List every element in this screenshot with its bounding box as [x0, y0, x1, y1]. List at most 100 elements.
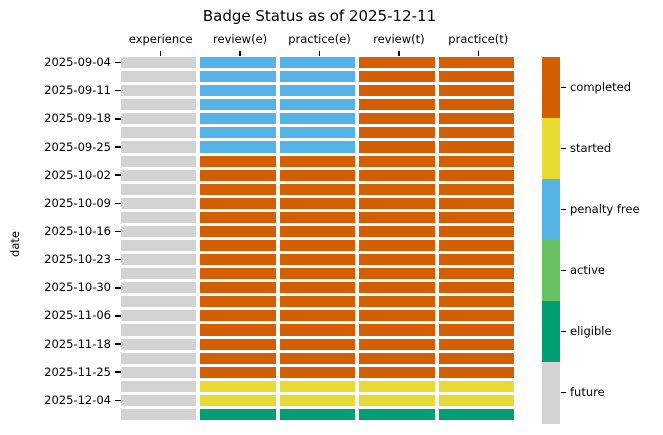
y-tick-label: 2025-10-02	[44, 167, 111, 182]
heatmap-cell	[279, 99, 356, 111]
y-tick-label: 2025-10-23	[44, 252, 111, 267]
heatmap-cell	[359, 366, 435, 378]
heatmap-cell	[121, 296, 197, 308]
heatmap-cell	[359, 338, 435, 350]
y-tick-mark	[115, 89, 121, 92]
heatmap-cell	[438, 71, 514, 83]
y-tick-mark	[115, 118, 121, 120]
heatmap-cell	[279, 352, 356, 364]
heatmap-cell	[200, 225, 276, 237]
heatmap-cell	[359, 254, 435, 266]
heatmap-cell	[438, 211, 514, 223]
heatmap-cell	[359, 71, 435, 83]
heatmap-cell	[279, 268, 356, 280]
heatmap-cell	[121, 155, 197, 167]
heatmap-cell	[279, 127, 356, 139]
heatmap-cell	[200, 380, 276, 392]
heatmap-cell	[279, 197, 356, 209]
heatmap-cell	[359, 57, 435, 69]
heatmap-cell	[438, 113, 514, 125]
heatmap-cell	[438, 366, 514, 378]
colorbar-tick-mark	[561, 208, 566, 211]
heatmap-cell	[200, 197, 276, 209]
y-tick-label: 2025-12-04	[44, 392, 111, 407]
y-tick-label: 2025-09-18	[44, 111, 111, 126]
heatmap-cell	[200, 183, 276, 195]
colorbar-tick-mark	[561, 86, 566, 89]
heatmap-cell	[359, 268, 435, 280]
heatmap-cell	[200, 211, 276, 223]
heatmap-cell	[121, 408, 197, 420]
heatmap-cell	[200, 155, 276, 167]
heatmap-cell	[359, 408, 435, 420]
heatmap-cell	[438, 240, 514, 252]
heatmap-cell	[121, 169, 197, 181]
heatmap-cell	[121, 211, 197, 223]
heatmap-cell	[359, 155, 435, 167]
heatmap-cell	[121, 240, 197, 252]
colorbar-label: future	[570, 384, 605, 399]
heatmap-cell	[359, 282, 435, 294]
heatmap-cell	[200, 240, 276, 252]
heatmap-cell	[438, 183, 514, 195]
heatmap-cell	[438, 197, 514, 209]
heatmap-cell	[279, 408, 356, 420]
heatmap-cell	[438, 338, 514, 350]
heatmap-cell	[438, 225, 514, 237]
y-tick-mark	[115, 61, 121, 64]
heatmap-cell	[438, 57, 514, 69]
heatmap-cell	[359, 197, 435, 209]
heatmap-cell	[359, 99, 435, 111]
heatmap-cell	[121, 113, 197, 125]
column-header: review(t)	[373, 32, 425, 46]
colorbar-tick-mark	[561, 330, 566, 333]
heatmap-cell	[279, 324, 356, 336]
heatmap-cell	[200, 394, 276, 406]
y-tick-label: 2025-11-25	[44, 364, 111, 379]
y-tick-mark	[115, 258, 121, 261]
heatmap-cell	[200, 113, 276, 125]
heatmap-cell	[279, 211, 356, 223]
y-tick-mark	[115, 399, 121, 402]
heatmap-cell	[200, 366, 276, 378]
heatmap-cell	[121, 366, 197, 378]
y-tick-mark	[115, 287, 121, 289]
heatmap-cell	[438, 394, 514, 406]
heatmap-cell	[359, 183, 435, 195]
colorbar-segment	[542, 57, 560, 119]
y-tick-mark	[115, 202, 121, 205]
heatmap-cell	[279, 296, 356, 308]
colorbar-label: completed	[570, 79, 632, 94]
colorbar-label: penalty free	[570, 201, 640, 216]
heatmap-cell	[200, 408, 276, 420]
y-tick-label: 2025-10-30	[44, 280, 111, 295]
heatmap-cell	[200, 71, 276, 83]
heatmap-cell	[359, 324, 435, 336]
heatmap-cell	[438, 310, 514, 322]
y-axis-label: date	[8, 231, 22, 257]
heatmap-cell	[200, 338, 276, 350]
y-tick-label: 2025-10-09	[44, 195, 111, 210]
colorbar-label: eligible	[570, 323, 612, 338]
heatmap-cell	[200, 352, 276, 364]
heatmap-cell	[359, 310, 435, 322]
colorbar-tick-mark	[561, 147, 566, 150]
heatmap-cell	[438, 352, 514, 364]
heatmap-cell	[359, 225, 435, 237]
heatmap-cell	[359, 352, 435, 364]
heatmap-cell	[121, 57, 197, 69]
heatmap-cell	[200, 169, 276, 181]
heatmap-cell	[359, 85, 435, 97]
y-tick-mark	[115, 146, 121, 148]
heatmap-cell	[438, 380, 514, 392]
column-header: experience	[128, 32, 193, 46]
heatmap-cell	[279, 338, 356, 350]
y-tick-label: 2025-09-04	[44, 55, 111, 70]
heatmap-cell	[121, 282, 197, 294]
heatmap-cell	[438, 296, 514, 308]
heatmap-cell	[359, 127, 435, 139]
heatmap-cell	[121, 338, 197, 350]
heatmap-cell	[121, 225, 197, 237]
heatmap-cell	[279, 113, 356, 125]
heatmap-cell	[279, 225, 356, 237]
